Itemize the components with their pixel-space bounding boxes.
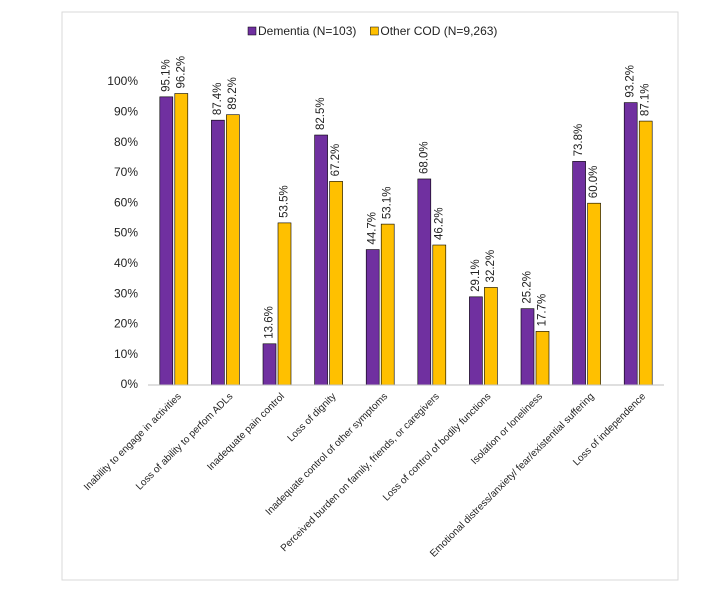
y-tick-label: 40%: [114, 256, 138, 270]
value-label: 93.2%: [625, 65, 637, 98]
bar: [277, 222, 292, 386]
bar: [329, 181, 343, 386]
y-tick-label: 20%: [114, 317, 138, 331]
value-label: 68.0%: [418, 141, 430, 174]
legend-swatch: [370, 26, 379, 36]
bar: [535, 331, 550, 386]
value-label: 73.8%: [573, 124, 585, 157]
y-tick-label: 80%: [114, 135, 138, 149]
bar: [520, 308, 535, 386]
bar: [365, 249, 380, 386]
value-label: 17.7%: [537, 294, 549, 327]
value-label: 29.1%: [470, 259, 482, 292]
y-tick-label: 90%: [114, 104, 138, 118]
bar: [314, 134, 328, 386]
bar: [226, 114, 240, 386]
y-tick-label: 60%: [114, 195, 138, 209]
bar: [623, 102, 638, 386]
y-tick-label: 50%: [114, 226, 138, 240]
bar: [638, 120, 653, 386]
bar: [484, 287, 498, 386]
bar: [174, 93, 189, 386]
legend-label: Dementia (N=103): [258, 24, 356, 38]
bar: [159, 96, 174, 386]
bar: [587, 202, 601, 386]
value-label: 53.5%: [279, 185, 291, 218]
bar: [572, 161, 586, 386]
y-tick-label: 100%: [107, 74, 138, 88]
legend-label: Other COD (N=9,263): [380, 24, 497, 38]
value-label: 53.1%: [382, 186, 394, 219]
y-tick-label: 0%: [121, 377, 139, 391]
value-label: 87.1%: [640, 83, 652, 116]
value-label: 89.2%: [227, 77, 239, 110]
y-tick-label: 10%: [114, 347, 138, 361]
value-label: 87.4%: [212, 83, 224, 116]
bar: [262, 343, 277, 386]
value-label: 13.6%: [264, 306, 276, 339]
value-label: 95.1%: [160, 59, 172, 92]
bar: [380, 223, 395, 386]
value-label: 44.7%: [367, 212, 379, 245]
bar: [417, 178, 432, 386]
value-label: 82.5%: [315, 97, 327, 130]
value-label: 25.2%: [522, 271, 534, 304]
y-tick-label: 30%: [114, 286, 138, 300]
legend-swatch: [247, 26, 257, 36]
bar: [211, 119, 225, 386]
value-label: 60.0%: [588, 166, 600, 199]
value-label: 67.2%: [330, 144, 342, 177]
value-label: 46.2%: [433, 207, 445, 240]
value-label: 96.2%: [175, 56, 187, 89]
bar: [432, 244, 447, 386]
y-tick-label: 70%: [114, 165, 138, 179]
bar: [469, 296, 483, 386]
value-label: 32.2%: [485, 250, 497, 283]
